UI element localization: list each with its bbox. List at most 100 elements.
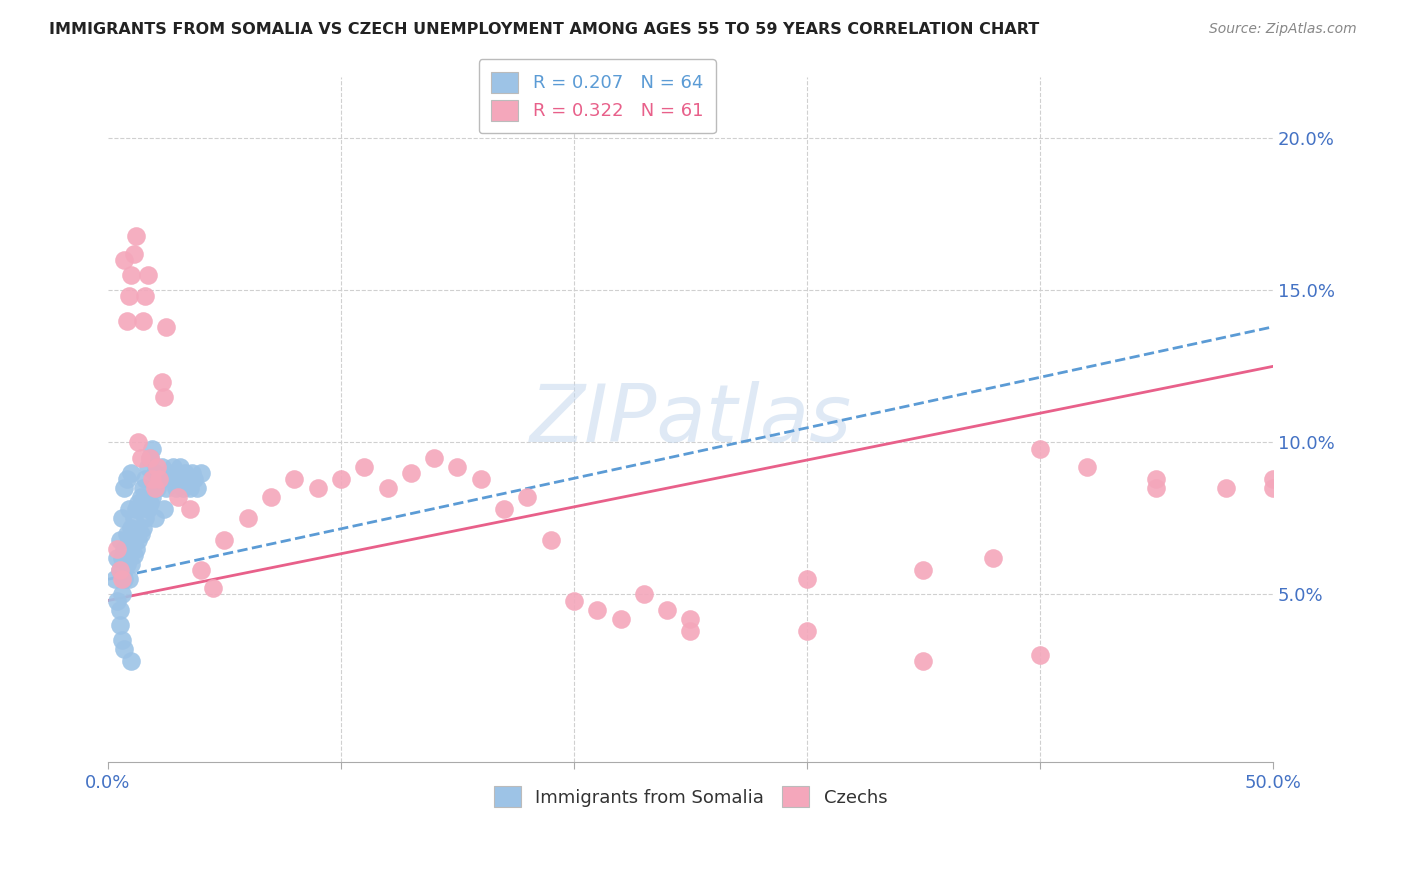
Point xyxy=(104,572,127,586)
Point xyxy=(139,450,162,465)
Point xyxy=(134,511,156,525)
Point xyxy=(186,481,208,495)
Point xyxy=(148,472,170,486)
Point xyxy=(179,502,201,516)
Point xyxy=(190,466,212,480)
Point xyxy=(129,490,152,504)
Point xyxy=(105,593,128,607)
Point xyxy=(120,268,142,282)
Point xyxy=(111,511,134,525)
Point xyxy=(1144,481,1167,495)
Point xyxy=(283,472,305,486)
Text: Source: ZipAtlas.com: Source: ZipAtlas.com xyxy=(1209,22,1357,37)
Point xyxy=(1144,472,1167,486)
Point xyxy=(143,511,166,525)
Point xyxy=(1261,481,1284,495)
Point xyxy=(146,459,169,474)
Point xyxy=(796,572,818,586)
Point xyxy=(1029,442,1052,456)
Point xyxy=(912,654,935,668)
Point xyxy=(183,472,205,486)
Point xyxy=(377,481,399,495)
Point xyxy=(125,228,148,243)
Point xyxy=(679,624,702,638)
Point xyxy=(516,490,538,504)
Point xyxy=(112,541,135,556)
Point xyxy=(141,472,163,486)
Point xyxy=(176,472,198,486)
Point xyxy=(153,390,176,404)
Point xyxy=(115,557,138,571)
Point xyxy=(141,490,163,504)
Point xyxy=(127,533,149,547)
Point xyxy=(118,289,141,303)
Point xyxy=(150,459,173,474)
Point xyxy=(118,572,141,586)
Point xyxy=(1029,648,1052,663)
Point xyxy=(155,481,177,495)
Point xyxy=(112,642,135,657)
Point xyxy=(118,533,141,547)
Point xyxy=(136,502,159,516)
Point xyxy=(141,442,163,456)
Point xyxy=(146,481,169,495)
Point xyxy=(139,496,162,510)
Point xyxy=(562,593,585,607)
Point xyxy=(190,563,212,577)
Point xyxy=(134,289,156,303)
Point xyxy=(1215,481,1237,495)
Point xyxy=(108,563,131,577)
Point xyxy=(167,490,190,504)
Point xyxy=(150,375,173,389)
Point xyxy=(132,481,155,495)
Point xyxy=(108,618,131,632)
Point xyxy=(115,314,138,328)
Point xyxy=(115,526,138,541)
Point xyxy=(127,435,149,450)
Point xyxy=(112,481,135,495)
Point xyxy=(633,587,655,601)
Point xyxy=(105,541,128,556)
Legend: Immigrants from Somalia, Czechs: Immigrants from Somalia, Czechs xyxy=(486,779,894,814)
Point xyxy=(132,314,155,328)
Point xyxy=(236,511,259,525)
Text: ZIPatlas: ZIPatlas xyxy=(530,381,852,458)
Point xyxy=(111,551,134,566)
Point xyxy=(162,459,184,474)
Point xyxy=(143,481,166,495)
Point xyxy=(446,459,468,474)
Point xyxy=(201,582,224,596)
Point xyxy=(981,551,1004,566)
Point xyxy=(157,466,180,480)
Point xyxy=(399,466,422,480)
Text: IMMIGRANTS FROM SOMALIA VS CZECH UNEMPLOYMENT AMONG AGES 55 TO 59 YEARS CORRELAT: IMMIGRANTS FROM SOMALIA VS CZECH UNEMPLO… xyxy=(49,22,1039,37)
Point xyxy=(153,502,176,516)
Point xyxy=(679,612,702,626)
Point xyxy=(122,247,145,261)
Point xyxy=(122,548,145,562)
Point xyxy=(173,466,195,480)
Point xyxy=(112,572,135,586)
Point xyxy=(912,563,935,577)
Point xyxy=(108,603,131,617)
Point xyxy=(260,490,283,504)
Point xyxy=(125,502,148,516)
Point xyxy=(108,533,131,547)
Point xyxy=(155,319,177,334)
Point xyxy=(494,502,516,516)
Point xyxy=(470,472,492,486)
Point xyxy=(179,481,201,495)
Point xyxy=(112,252,135,267)
Point xyxy=(330,472,353,486)
Point xyxy=(307,481,329,495)
Point xyxy=(214,533,236,547)
Point xyxy=(120,466,142,480)
Point xyxy=(120,557,142,571)
Point xyxy=(125,541,148,556)
Point xyxy=(111,572,134,586)
Point xyxy=(122,511,145,525)
Point xyxy=(160,472,183,486)
Point xyxy=(111,633,134,648)
Point xyxy=(172,481,194,495)
Point xyxy=(111,587,134,601)
